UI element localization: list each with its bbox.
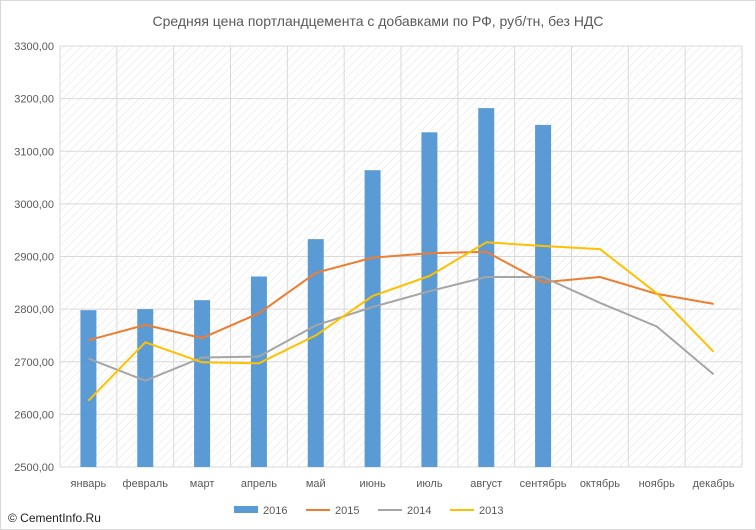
line-2015 xyxy=(88,250,714,342)
chart-title: Средняя цена портландцемента с добавками… xyxy=(152,13,603,29)
bar-2016 xyxy=(478,108,495,467)
y-tick-label: 3300,00 xyxy=(14,41,54,53)
x-tick-label: декабрь xyxy=(693,478,735,490)
bar-2016 xyxy=(307,239,324,467)
copyright-text: © CementInfo.Ru xyxy=(8,511,101,525)
legend-label-2013: 2013 xyxy=(479,505,503,517)
legend-label-2015: 2015 xyxy=(335,505,359,517)
line-2014 xyxy=(88,276,715,382)
x-tick-label: февраль xyxy=(123,478,169,490)
x-tick-label: ноябрь xyxy=(639,478,676,490)
y-tick-label: 2500,00 xyxy=(14,462,54,474)
legend: 2016 2015 2014 2013 xyxy=(234,505,503,517)
bar-series xyxy=(80,108,552,467)
y-tick-label: 3200,00 xyxy=(14,94,54,106)
y-tick-label: 3100,00 xyxy=(14,146,54,158)
bar-2016 xyxy=(80,310,97,467)
bar-2016 xyxy=(364,170,381,467)
legend-label-2016: 2016 xyxy=(263,505,287,517)
bar-2016 xyxy=(137,309,154,467)
bar-2016 xyxy=(194,300,211,467)
x-tick-label: май xyxy=(306,478,326,490)
x-tick-label: август xyxy=(470,478,502,490)
bar-2016 xyxy=(421,132,438,467)
x-tick-label: октябрь xyxy=(580,478,620,490)
legend-swatch-2016 xyxy=(234,506,258,513)
line-series xyxy=(87,241,715,402)
gridlines xyxy=(59,45,743,468)
bar-2016 xyxy=(250,276,267,467)
x-tick-label: сентябрь xyxy=(520,478,567,490)
axes: 2500,00 2600,00 2700,00 2800,00 2900,00 3000,… xyxy=(14,41,735,490)
bar-2016 xyxy=(535,124,552,467)
x-tick-label: июнь xyxy=(359,478,385,490)
y-tick-label: 3000,00 xyxy=(14,199,54,211)
y-tick-label: 2900,00 xyxy=(14,252,54,264)
x-tick-label: январь xyxy=(71,478,107,490)
line-2013 xyxy=(87,241,715,402)
x-tick-label: апрель xyxy=(241,478,277,490)
y-tick-label: 2600,00 xyxy=(14,409,54,421)
legend-label-2014: 2014 xyxy=(407,505,431,517)
y-tick-label: 2800,00 xyxy=(14,304,54,316)
y-tick-label: 2700,00 xyxy=(14,357,54,369)
x-tick-label: март xyxy=(190,478,215,490)
x-tick-label: июль xyxy=(416,478,443,490)
